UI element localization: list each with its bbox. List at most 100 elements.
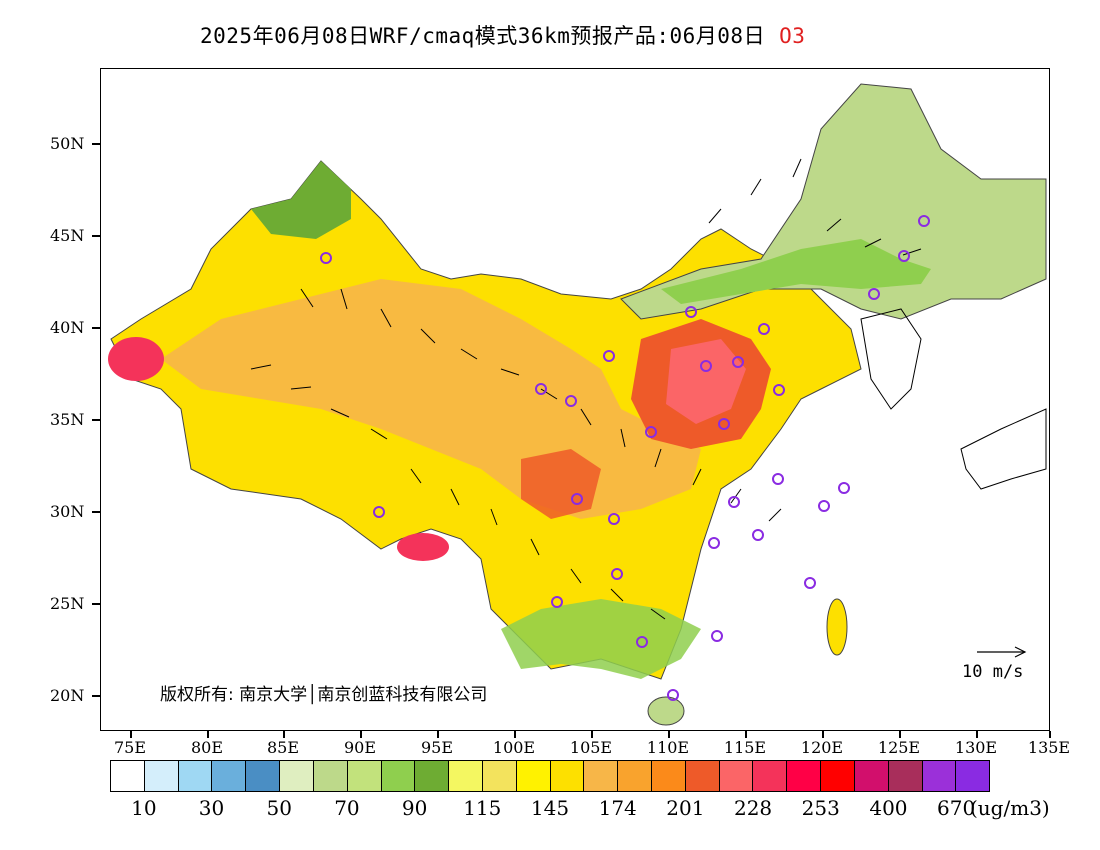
colorbar-swatch xyxy=(956,761,990,791)
lat-tick xyxy=(92,603,100,605)
lon-tick xyxy=(1049,731,1051,738)
colorbar-label: 228 xyxy=(733,796,773,820)
colorbar-swatch xyxy=(618,761,652,791)
colorbar-swatch xyxy=(787,761,822,791)
lon-tick xyxy=(591,731,593,738)
lon-tick xyxy=(283,731,285,738)
lat-label-25n: 25N xyxy=(50,594,85,613)
colorbar-swatch xyxy=(652,761,686,791)
colorbar-swatch xyxy=(111,761,145,791)
colorbar-swatch xyxy=(821,761,855,791)
lon-tick xyxy=(360,731,362,738)
lon-tick xyxy=(437,731,439,738)
lon-tick xyxy=(745,731,747,738)
colorbar-label: 10 xyxy=(131,796,157,820)
colorbar-swatch xyxy=(584,761,619,791)
colorbar-swatch xyxy=(719,761,754,791)
title-variable: O3 xyxy=(779,24,806,48)
wind-vectors xyxy=(250,158,922,620)
lon-label-90e: 90E xyxy=(343,738,377,757)
lon-tick xyxy=(514,731,516,738)
copyright-text: 版权所有: 南京大学│南京创蓝科技有限公司 xyxy=(160,685,488,705)
region-hainan xyxy=(647,696,685,726)
colorbar-swatch xyxy=(178,761,213,791)
lon-tick xyxy=(207,731,209,738)
colorbar-label: 50 xyxy=(266,796,292,820)
colorbar-swatch xyxy=(888,761,923,791)
lon-label-80e: 80E xyxy=(190,738,224,757)
colorbar-swatch xyxy=(246,761,281,791)
colorbar-label: 253 xyxy=(801,796,840,820)
vector-scale-label: 10 m/s xyxy=(962,662,1024,682)
colorbar-swatch xyxy=(550,761,585,791)
lat-tick xyxy=(92,327,100,329)
colorbar-swatch xyxy=(381,761,416,791)
korea-outline xyxy=(860,308,922,410)
colorbar xyxy=(110,760,990,792)
colorbar-swatch xyxy=(854,761,889,791)
lat-tick xyxy=(92,511,100,513)
city-markers xyxy=(320,215,930,701)
colorbar-label: 400 xyxy=(869,796,908,820)
colorbar-label: 90 xyxy=(401,796,428,820)
lat-tick xyxy=(92,419,100,421)
lon-label-105e: 105E xyxy=(569,738,613,757)
lon-label-115e: 115E xyxy=(723,738,767,757)
lon-tick xyxy=(668,731,670,738)
region-south-green xyxy=(501,599,701,679)
colorbar-label: 30 xyxy=(198,796,225,820)
colorbar-swatch xyxy=(415,761,450,791)
colorbar-swatch xyxy=(753,761,788,791)
lat-tick xyxy=(92,695,100,697)
lon-label-75e: 75E xyxy=(113,738,147,757)
lon-label-125e: 125E xyxy=(877,738,921,757)
colorbar-swatch xyxy=(212,761,247,791)
lon-label-110e: 110E xyxy=(646,738,690,757)
region-north-china-core xyxy=(666,339,746,424)
lon-tick xyxy=(899,731,901,738)
colorbar-label: 70 xyxy=(334,796,360,820)
colorbar-label: 174 xyxy=(598,796,637,820)
concentration-map xyxy=(108,83,1047,726)
lon-tick xyxy=(976,731,978,738)
lon-label-135e: 135E xyxy=(1027,738,1071,757)
map-title: 2025年06月08日WRF/cmaq模式36km预报产品:06月08日 O3 xyxy=(200,20,805,50)
lon-label-130e: 130E xyxy=(954,738,998,757)
lon-label-120e: 120E xyxy=(800,738,844,757)
lat-label-35n: 35N xyxy=(50,410,85,429)
colorbar-label: 201 xyxy=(666,796,705,820)
colorbar-label: 145 xyxy=(530,796,570,820)
region-tibet-hotspot xyxy=(397,533,449,561)
lat-label-50n: 50N xyxy=(50,134,85,153)
colorbar-swatch xyxy=(347,761,382,791)
lat-label-30n: 30N xyxy=(50,502,85,521)
colorbar-swatch xyxy=(922,761,957,791)
lon-label-95e: 95E xyxy=(420,738,454,757)
vector-scale-arrow xyxy=(977,646,1027,658)
title-text: 2025年06月08日WRF/cmaq模式36km预报产品:06月08日 xyxy=(200,24,766,48)
colorbar-swatch xyxy=(449,761,483,791)
lon-label-85e: 85E xyxy=(266,738,300,757)
lat-label-40n: 40N xyxy=(50,318,85,337)
lat-label-45n: 45N xyxy=(50,226,85,245)
colorbar-unit: (ug/m3) xyxy=(970,796,1050,820)
lat-tick xyxy=(92,143,100,145)
colorbar-label: 115 xyxy=(463,796,502,820)
region-northeast-dark xyxy=(661,239,931,304)
colorbar-swatch xyxy=(516,761,551,791)
region-far-west-hotspot xyxy=(108,337,164,381)
colorbar-swatch xyxy=(313,761,348,791)
lon-label-100e: 100E xyxy=(492,738,536,757)
colorbar-swatch xyxy=(280,761,314,791)
lon-tick xyxy=(130,731,132,738)
map-panel xyxy=(100,68,1050,731)
colorbar-swatch xyxy=(685,761,720,791)
colorbar-swatch xyxy=(482,761,517,791)
colorbar-label: 670 xyxy=(937,796,976,820)
lat-label-20n: 20N xyxy=(50,686,85,705)
colorbar-swatch xyxy=(144,761,179,791)
region-xinjiang-north xyxy=(251,161,351,239)
lat-tick xyxy=(92,235,100,237)
japan-outline xyxy=(960,408,1047,490)
lon-tick xyxy=(822,731,824,738)
